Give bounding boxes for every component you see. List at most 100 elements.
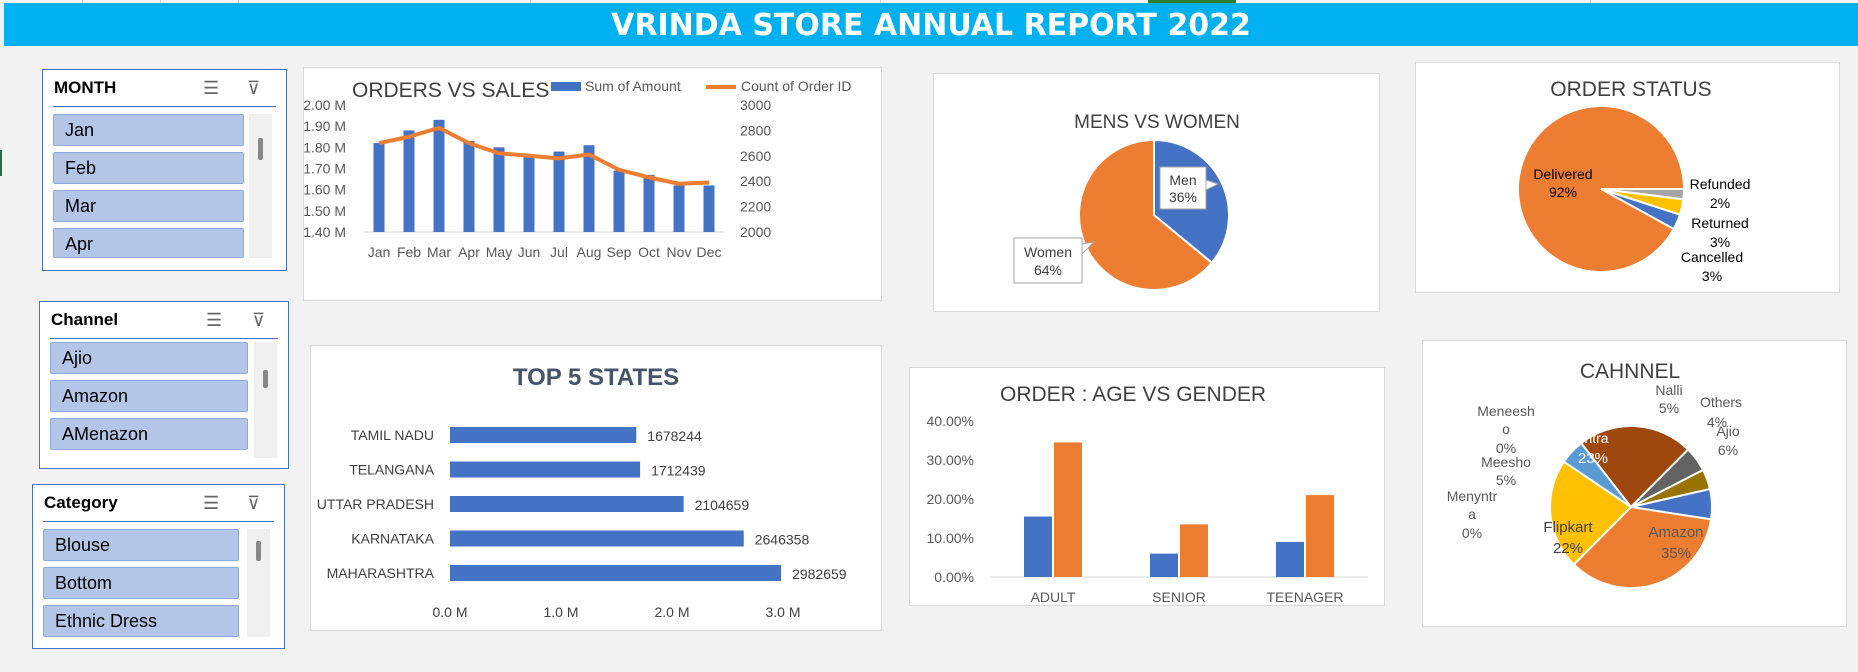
bar-telangana [450, 461, 641, 478]
x-tick-label: Jul [550, 244, 568, 260]
top-5-states-chart: TOP 5 STATES TAMIL NADU 1678244 TELANGANA 1… [317, 364, 847, 620]
channel-slice-amazon [1572, 505, 1713, 589]
x-tick-label: Dec [697, 244, 722, 260]
channel-share-panel[interactable]: CAHNNEL yntra 23% Nalli 5% Others 4% Aji… [1422, 340, 1847, 627]
label-amazon: Amazon [1648, 524, 1703, 541]
slicer-item-ethnic-dress[interactable]: Ethnic Dress [43, 605, 239, 637]
channel-slice-myntra [1579, 425, 1690, 509]
callout-pointer [1205, 179, 1220, 191]
sheet-gridline [1590, 0, 1591, 4]
order-status-chart: ORDER STATUS Delivered 92% Refunded 2% R… [1517, 78, 1751, 284]
value-flipkart: 22% [1553, 540, 1583, 557]
multi-select-icon[interactable]: ☰ [203, 78, 220, 98]
category-slicer-title: Category [44, 493, 118, 512]
x-tick-label: May [486, 244, 512, 260]
callout-women: Women 64% [1013, 237, 1096, 284]
slicer-item-jan[interactable]: Jan [53, 114, 244, 146]
clear-filter-icon[interactable]: ⊽ [252, 310, 266, 330]
month-slicer-title: MONTH [54, 78, 117, 97]
mens-vs-women-title: MENS VS WOMEN [1074, 112, 1240, 133]
x-tick-label: 1.0 M [543, 604, 578, 620]
month-slicer[interactable]: MONTH ☰ ⊽ Jan Feb Mar Apr [42, 69, 287, 271]
y-left-tick-label: 1.50 M [304, 203, 346, 219]
value-returned: 3% [1710, 234, 1730, 250]
label-returned: Returned [1691, 215, 1749, 231]
order-status-title: ORDER STATUS [1550, 78, 1711, 101]
orders-vs-sales-panel[interactable]: ORDERS VS SALES Sum of Amount Count of O… [303, 67, 882, 301]
channel-slicer[interactable]: Channel ☰ ⊽ Ajio Amazon AMenazon [39, 301, 289, 469]
label-women: Women [1024, 244, 1072, 260]
slicer-item-mar[interactable]: Mar [53, 190, 244, 222]
value-refunded: 2% [1710, 195, 1730, 211]
value-delivered: 92% [1549, 184, 1577, 200]
slicer-item-amenazon[interactable]: AMenazon [50, 418, 248, 450]
label-delivered: Delivered [1533, 166, 1592, 182]
slicer-item-blouse[interactable]: Blouse [43, 529, 239, 561]
clear-filter-icon[interactable]: ⊽ [247, 78, 261, 98]
order-status-panel[interactable]: ORDER STATUS Delivered 92% Refunded 2% R… [1415, 62, 1840, 293]
y-tick-label: 20.00% [927, 491, 974, 507]
sheet-gridline [880, 0, 881, 4]
age-vs-gender-panel[interactable]: ORDER : AGE VS GENDER 0.00% 10.00% 20.00% 3… [909, 367, 1385, 606]
y-tick-label: 30.00% [927, 452, 974, 468]
slicer-item-apr[interactable]: Apr [53, 228, 244, 258]
x-tick-label: SENIOR [1152, 589, 1206, 605]
slicer-scrollbar[interactable] [254, 342, 277, 458]
x-tick-label: Sep [607, 244, 632, 260]
value-meneesho: 0% [1496, 440, 1516, 456]
value-amazon: 35% [1661, 545, 1691, 562]
top-5-states-panel[interactable]: TOP 5 STATES TAMIL NADU 1678244 TELANGANA 1… [310, 345, 882, 631]
legend-swatch-amount [551, 82, 581, 91]
bar-adult-series-2 [1054, 442, 1082, 577]
channel-share-chart: CAHNNEL yntra 23% Nalli 5% Others 4% Aji… [1447, 360, 1742, 589]
bar-dec [703, 185, 715, 232]
slicer-item-amazon[interactable]: Amazon [50, 380, 248, 412]
state-label-karnataka: KARNATAKA [351, 531, 434, 547]
legend-label-orders: Count of Order ID [741, 78, 852, 94]
value-cancelled: 3% [1702, 268, 1722, 284]
mens-vs-women-panel[interactable]: MENS VS WOMEN Men 36% Women 64% [933, 73, 1380, 312]
label-refunded: Refunded [1690, 176, 1751, 192]
label-meneesho-cont: o [1502, 421, 1510, 437]
category-slicer[interactable]: Category ☰ ⊽ Blouse Bottom Ethnic Dress [32, 484, 285, 649]
x-tick-label: Aug [577, 244, 602, 260]
bar-teenager-series-1 [1276, 541, 1304, 577]
bar-sep [613, 170, 625, 232]
y-right-tick-label: 2600 [740, 148, 771, 164]
x-tick-label: Feb [397, 244, 421, 260]
x-tick-label: 3.0 M [765, 604, 800, 620]
clear-filter-icon[interactable]: ⊽ [247, 493, 261, 513]
value-label-uttar-pradesh: 2104659 [695, 497, 750, 513]
slicer-item-feb[interactable]: Feb [53, 152, 244, 184]
slicer-item-bottom[interactable]: Bottom [43, 567, 239, 599]
sheet-gridline [160, 0, 161, 4]
value-label-telangana: 1712439 [651, 463, 706, 479]
value-label-maharashtra: 2982659 [792, 566, 847, 582]
slicer-scrollbar[interactable] [249, 114, 272, 258]
value-women: 64% [1034, 262, 1062, 278]
value-meesho: 5% [1496, 472, 1516, 488]
multi-select-icon[interactable]: ☰ [206, 310, 223, 330]
status-slice-returned [1600, 188, 1685, 216]
bar-adult-series-1 [1024, 516, 1052, 577]
multi-select-icon[interactable]: ☰ [203, 493, 220, 513]
bar-teenager-series-2 [1306, 495, 1334, 577]
scrollbar-thumb[interactable] [258, 138, 263, 160]
callout-box [1159, 166, 1207, 210]
bar-apr [463, 140, 475, 232]
slicer-item-ajio[interactable]: Ajio [50, 342, 248, 374]
y-left-tick-label: 2.00 M [304, 97, 346, 113]
label-menyntra-cont: a [1468, 506, 1476, 522]
value-myntra: 23% [1578, 450, 1608, 467]
sheet-gridline [82, 0, 83, 4]
age-vs-gender-title: ORDER : AGE VS GENDER [1000, 383, 1266, 406]
slicer-scrollbar[interactable] [247, 529, 270, 637]
orders-count-line [378, 125, 710, 186]
scrollbar-thumb[interactable] [256, 541, 261, 561]
value-ajio: 6% [1718, 442, 1738, 458]
y-right-tick-label: 3000 [740, 97, 771, 113]
bar-jan [373, 143, 385, 232]
y-left-tick-label: 1.40 M [304, 224, 346, 240]
row-selection-marker [0, 150, 2, 176]
scrollbar-thumb[interactable] [263, 370, 268, 388]
